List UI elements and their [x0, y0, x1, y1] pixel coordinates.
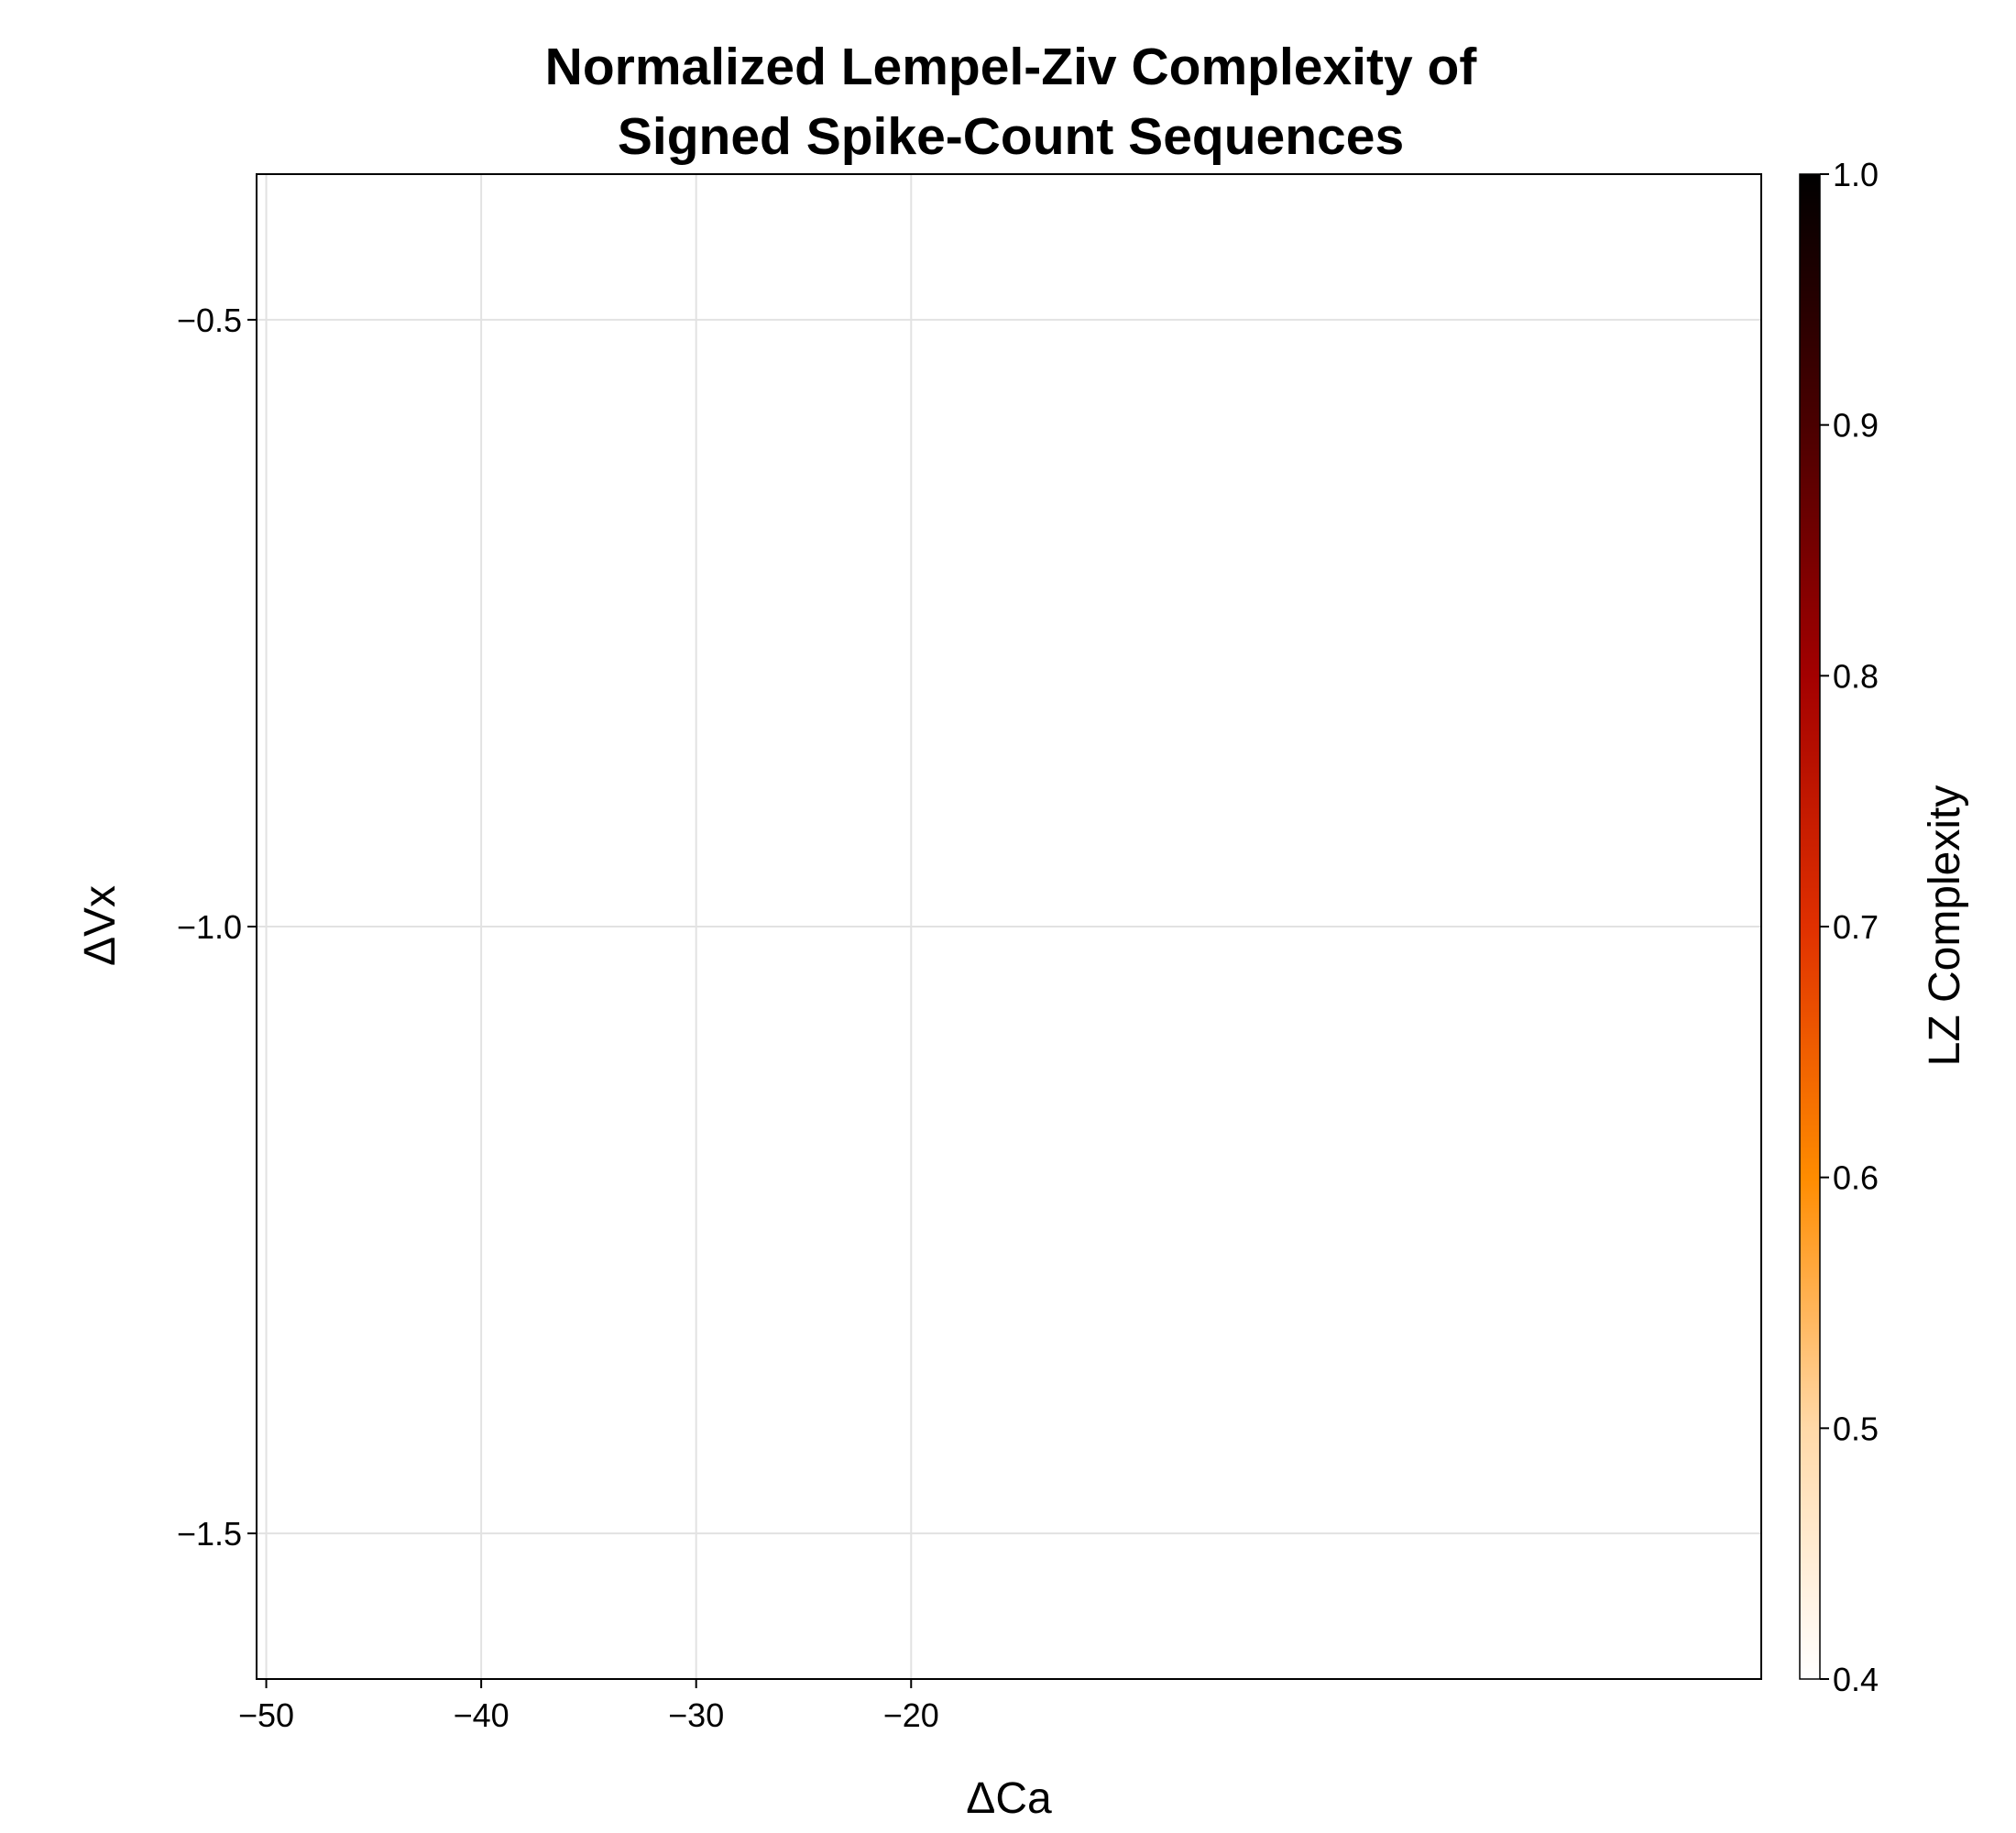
colorbar-gradient [1799, 173, 1821, 1680]
colorbar-tick-label: 0.7 [1833, 908, 1879, 946]
y-tick-label: −1.0 [177, 908, 242, 946]
colorbar-tick-label: 1.0 [1833, 156, 1879, 193]
colorbar-tick-label: 0.8 [1833, 657, 1879, 695]
x-tick-label: −20 [883, 1696, 939, 1734]
y-tick-label: −1.5 [177, 1515, 242, 1553]
colorbar-label: LZ Complexity [1921, 785, 1969, 1067]
chart-title-line-1: Normalized Lempel-Ziv Complexity of [545, 38, 1478, 96]
y-tick-label: −0.5 [177, 302, 242, 339]
colorbar-tick-label: 0.9 [1833, 407, 1879, 445]
colorbar-tick-label: 0.6 [1833, 1159, 1879, 1197]
x-tick-label: −30 [668, 1696, 724, 1734]
plot-area [257, 174, 1761, 1679]
colorbar: 0.4 0.5 0.6 0.7 0.8 0.9 1.0 [1799, 156, 1879, 1698]
x-axis-label: ΔCa [966, 1774, 1052, 1823]
chart-title-line-2: Signed Spike-Count Sequences [618, 107, 1404, 166]
y-axis-label: ΔVx [76, 885, 125, 966]
colorbar-tick-label: 0.4 [1833, 1661, 1879, 1698]
colorbar-tick-label: 0.5 [1833, 1410, 1879, 1447]
x-tick-label: −50 [238, 1696, 294, 1734]
x-tick-label: −40 [454, 1696, 509, 1734]
